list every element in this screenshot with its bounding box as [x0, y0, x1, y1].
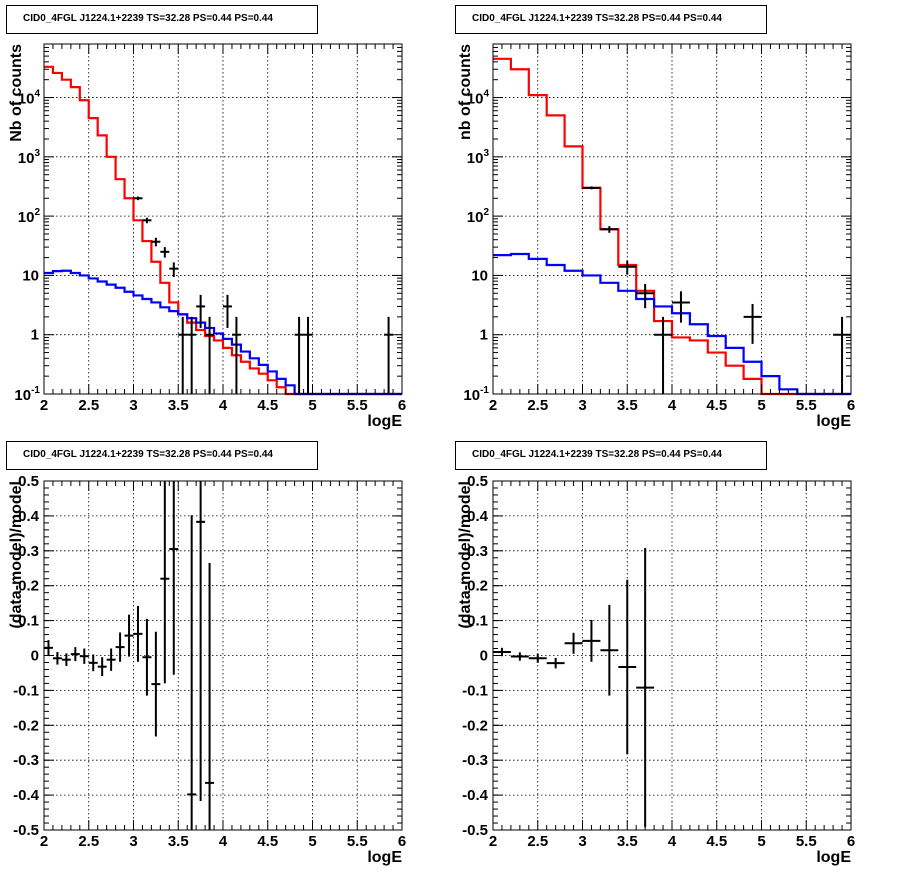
y-axis-label: (data-model)/model	[8, 481, 25, 629]
y-tick-label: 102	[18, 207, 41, 226]
panel-title: CID0_4FGL J1224.1+2239 TS=32.28 PS=0.44 …	[455, 441, 767, 470]
x-tick-label: 2	[489, 397, 497, 414]
model-step-line	[44, 65, 402, 396]
y-tick-label: 0.5	[18, 473, 39, 490]
residuals-chart-right: 2 2.5 3 3.5 4 4.5 5 5.5 6 -0.5 -0.4 -0.3 -0.2 -0.1 0 0.…	[457, 473, 855, 866]
x-tick-label: 4	[219, 833, 228, 850]
x-axis-label: logE	[367, 849, 402, 866]
x-tick-label: 2	[489, 833, 497, 850]
x-tick-label: 3.5	[168, 833, 189, 850]
y-tick-label: 0.1	[467, 613, 488, 630]
x-tick-label: 6	[398, 397, 406, 414]
x-tick-label: 3	[578, 833, 586, 850]
x-tick-label: 3.5	[617, 397, 638, 414]
x-tick-label: 2.5	[78, 833, 99, 850]
y-tick-label: -0.1	[462, 682, 488, 699]
y-tick-label: 10-1	[14, 385, 40, 404]
x-tick-label: 4	[668, 397, 677, 414]
y-tick-label: 0.2	[18, 578, 39, 595]
y-tick-label: 10	[471, 267, 488, 284]
x-tick-label: 5	[308, 833, 316, 850]
x-tick-label: 5	[757, 397, 765, 414]
y-tick-label: 0.3	[467, 543, 488, 560]
pad-residuals-left: CID0_4FGL J1224.1+2239 TS=32.28 PS=0.44 …	[0, 437, 449, 875]
x-tick-label: 2	[40, 397, 48, 414]
y-tick-label: -0.2	[462, 717, 488, 734]
panel-title: CID0_4FGL J1224.1+2239 TS=32.28 PS=0.44 …	[6, 5, 318, 34]
y-tick-label: 10	[22, 267, 39, 284]
x-tick-label: 5	[308, 397, 316, 414]
y-tick-label: 1	[480, 327, 488, 344]
residuals-chart-left: 2 2.5 3 3.5 4 4.5 5 5.5 6 -0.5 -0.4 -0.3 -0.2 -0.1 0 0.…	[8, 473, 406, 866]
x-tick-label: 6	[847, 833, 855, 850]
x-tick-label: 2.5	[527, 833, 548, 850]
x-tick-label: 5.5	[347, 397, 368, 414]
y-axis-label: (data-model)/model	[457, 481, 474, 629]
y-axis-label: Nb of counts	[8, 44, 25, 142]
y-tick-label: -0.3	[13, 752, 39, 769]
panel-title: CID0_4FGL J1224.1+2239 TS=32.28 PS=0.44 …	[455, 5, 767, 34]
x-tick-label: 4.5	[257, 397, 278, 414]
y-tick-label: -0.5	[462, 822, 488, 839]
x-tick-label: 4	[668, 833, 677, 850]
y-tick-label: 0	[31, 648, 39, 665]
y-tick-label: 0.1	[18, 613, 39, 630]
x-tick-label: 4	[219, 397, 228, 414]
counts-chart-left: 2 2.5 3 3.5 4 4.5 5 5.5 6 10-1 1 10 102 103 104 logE Nb …	[8, 43, 406, 430]
y-tick-label: 102	[467, 207, 490, 226]
pad-residuals-right: CID0_4FGL J1224.1+2239 TS=32.28 PS=0.44 …	[449, 437, 898, 875]
y-tick-label: 10-1	[463, 385, 489, 404]
y-tick-label: -0.3	[462, 752, 488, 769]
y-tick-label: 1	[31, 327, 39, 344]
model-step-line	[493, 252, 851, 396]
x-tick-label: 2.5	[527, 397, 548, 414]
y-tick-label: 0	[480, 648, 488, 665]
y-axis-label: nb of counts	[457, 44, 474, 140]
y-tick-label: -0.5	[13, 822, 39, 839]
x-axis-label: logE	[816, 849, 851, 866]
x-tick-label: 2.5	[78, 397, 99, 414]
y-tick-label: -0.2	[13, 717, 39, 734]
y-tick-label: 103	[18, 148, 41, 167]
y-tick-label: 0.5	[467, 473, 488, 490]
x-tick-label: 5	[757, 833, 765, 850]
x-tick-label: 6	[398, 833, 406, 850]
x-tick-label: 4.5	[257, 833, 278, 850]
x-tick-label: 3	[129, 833, 137, 850]
x-axis-label: logE	[816, 413, 851, 430]
y-tick-label: 103	[467, 148, 490, 167]
x-tick-label: 6	[847, 397, 855, 414]
x-tick-label: 4.5	[706, 833, 727, 850]
x-tick-label: 3.5	[617, 833, 638, 850]
x-tick-label: 3.5	[168, 397, 189, 414]
x-tick-label: 5.5	[796, 833, 817, 850]
y-tick-label: -0.4	[462, 787, 489, 804]
pad-counts-left: CID0_4FGL J1224.1+2239 TS=32.28 PS=0.44 …	[0, 0, 449, 437]
y-tick-label: -0.4	[13, 787, 40, 804]
x-axis-label: logE	[367, 413, 402, 430]
x-tick-label: 3	[578, 397, 586, 414]
x-tick-label: 3	[129, 397, 137, 414]
counts-chart-right: 2 2.5 3 3.5 4 4.5 5 5.5 6 10-1 1 10 102 103 104 logE nb …	[457, 43, 855, 430]
y-tick-label: 104	[467, 89, 490, 108]
x-tick-label: 5.5	[796, 397, 817, 414]
x-tick-label: 4.5	[706, 397, 727, 414]
panel-title: CID0_4FGL J1224.1+2239 TS=32.28 PS=0.44 …	[6, 441, 318, 470]
y-tick-label: 0.2	[467, 578, 488, 595]
y-tick-label: 0.3	[18, 543, 39, 560]
y-tick-label: 104	[18, 89, 41, 108]
x-tick-label: 5.5	[347, 833, 368, 850]
y-tick-label: 0.4	[467, 508, 489, 525]
y-tick-label: -0.1	[13, 682, 39, 699]
pad-counts-right: CID0_4FGL J1224.1+2239 TS=32.28 PS=0.44 …	[449, 0, 898, 437]
x-tick-label: 2	[40, 833, 48, 850]
y-tick-label: 0.4	[18, 508, 40, 525]
